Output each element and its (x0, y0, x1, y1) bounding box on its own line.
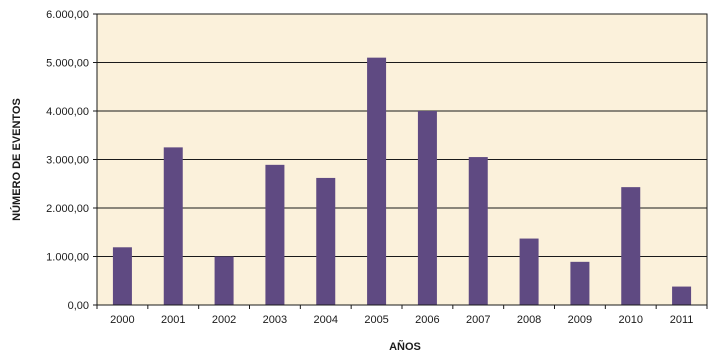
x-tick-label: 2001 (161, 314, 185, 326)
x-tick-label: 2002 (212, 314, 236, 326)
y-tick-labels: 0,00 1.000,00 2.000,00 3.000,00 4.000,00 5.00… (46, 9, 97, 312)
x-tick-labels: 2000 2001 2002 2003 2004 2005 2006 2007 2008 2009… (96, 305, 708, 326)
bar-2010 (621, 187, 641, 305)
y-tick-label: 1.000,00 (46, 252, 89, 264)
bars (112, 57, 692, 306)
bar-2003 (265, 164, 285, 305)
y-tick-label: 6.000,00 (46, 9, 89, 21)
y-tick-label: 3.000,00 (46, 155, 89, 167)
y-tick-label: 4.000,00 (46, 106, 89, 118)
x-tick-label: 2008 (517, 314, 541, 326)
y-tick-label: 5.000,00 (46, 58, 89, 70)
y-tick-label: 0,00 (68, 300, 89, 312)
x-tick-label: 2004 (314, 314, 338, 326)
x-tick-label: 2011 (670, 314, 694, 326)
bar-2006 (417, 111, 437, 305)
bar-2004 (316, 177, 336, 305)
x-tick-label: 2010 (619, 314, 643, 326)
bar-2001 (163, 147, 183, 305)
bar-2005 (367, 57, 387, 306)
x-tick-label: 2005 (364, 314, 388, 326)
x-tick-label: 2000 (110, 314, 134, 326)
y-tick-label: 2.000,00 (46, 203, 89, 215)
x-tick-label: 2007 (466, 314, 490, 326)
x-tick-label: 2003 (263, 314, 287, 326)
bar-2008 (519, 238, 539, 305)
x-tick-label: 2006 (415, 314, 439, 326)
bar-2000 (112, 247, 132, 305)
bar-2009 (570, 261, 590, 305)
bar-2011 (672, 286, 692, 305)
bar-2002 (214, 256, 234, 305)
bar-2007 (468, 157, 488, 305)
x-axis-title: AÑOS (389, 340, 421, 353)
x-tick-label: 2009 (568, 314, 592, 326)
y-axis-title: NÚMERO DE EVENTOS (10, 98, 23, 221)
